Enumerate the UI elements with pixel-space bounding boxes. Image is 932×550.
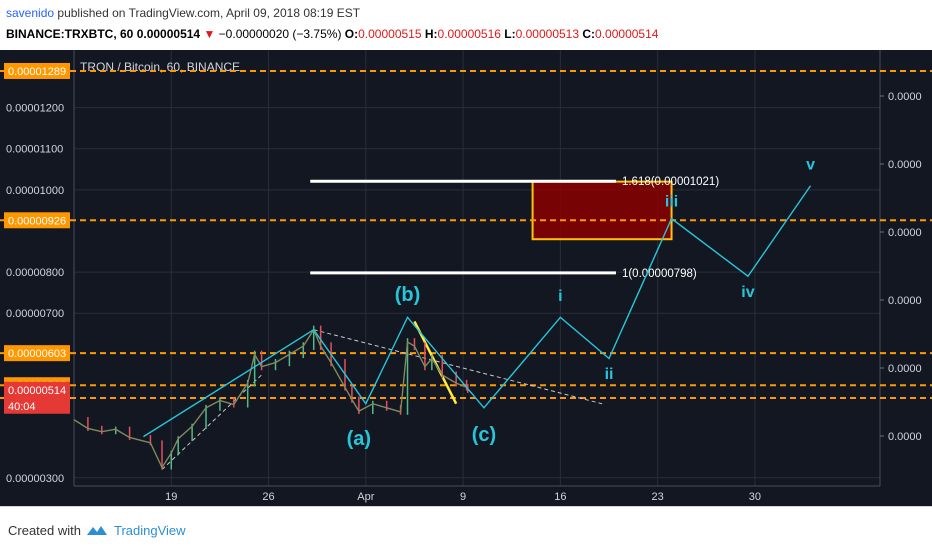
high-label: H:: [424, 27, 438, 41]
x-tick-label: 26: [262, 491, 274, 503]
x-tick-label: 9: [460, 491, 466, 503]
y-tick-label: 0.00000300: [6, 473, 64, 485]
down-arrow-icon: ▼: [203, 27, 216, 41]
level-price-label: 0.00001289: [8, 66, 66, 78]
high-value: 0.00000516: [437, 27, 501, 41]
close-value: 0.00000514: [595, 27, 659, 41]
y-tick-label: 0.00001200: [6, 103, 64, 115]
y-tick-label: 0.00000700: [6, 308, 64, 320]
created-with-text: Created with: [8, 523, 81, 538]
wave-label: iv: [741, 284, 754, 301]
right-axis-label: 0.0000: [888, 91, 922, 103]
wave-label: v: [806, 156, 815, 173]
level-price-tag: [4, 62, 70, 79]
trend-line-solid: [413, 320, 458, 405]
low-label: L:: [504, 27, 516, 41]
x-tick-label: 23: [652, 491, 664, 503]
last-price: 0.00000514: [136, 27, 201, 41]
chart-svg[interactable]: TRON / Bitcoin, 60, BINANCE1.618(0.00001…: [0, 50, 932, 506]
x-tick-label: Apr: [357, 491, 374, 503]
wave-label: (b): [395, 284, 421, 306]
y-tick-label: 0.00001000: [6, 185, 64, 197]
trend-line-dashed: [313, 329, 603, 405]
target-zone: [531, 180, 673, 241]
tradingview-brand-link[interactable]: TradingView: [114, 523, 186, 538]
fib-level-label: 1.618(0.00001021): [622, 176, 719, 188]
tradingview-cloud-icon: [87, 526, 107, 535]
symbol-name: BINANCE:TRXBTC, 60: [6, 27, 134, 41]
symbol-info: BINANCE:TRXBTC, 60 0.00000514 ▼ −0.00000…: [6, 27, 658, 41]
countdown-label: 40:04: [8, 401, 36, 413]
price-change: −0.00000020 (−3.75%): [218, 27, 342, 41]
level-price-label: 0.00000603: [8, 348, 66, 360]
price-chart[interactable]: TRON / Bitcoin, 60, BINANCE 1.618(0.00001…: [0, 50, 932, 506]
chart-background: [0, 50, 932, 506]
fib-level-label: 1(0.00000798): [622, 268, 697, 280]
right-axis-label: 0.0000: [888, 295, 922, 307]
wave-label: (a): [347, 428, 371, 450]
wave-label: (c): [472, 424, 496, 446]
y-tick-label: 0.00001100: [6, 144, 63, 156]
right-axis-label: 0.0000: [888, 431, 922, 443]
wave-projection-line: [143, 185, 812, 438]
wave-label: iii: [665, 193, 678, 210]
close-label: C:: [582, 27, 596, 41]
y-tick-label: 0.00000800: [6, 267, 64, 279]
x-tick-label: 30: [749, 491, 761, 503]
author-link[interactable]: savenido: [6, 6, 55, 20]
right-axis-label: 0.0000: [888, 159, 922, 171]
level-price-tag: [4, 212, 70, 229]
right-axis-label: 0.0000: [888, 363, 922, 375]
published-text: published on TradingView.com, April 09, …: [57, 6, 361, 20]
level-price-tag: [4, 345, 70, 362]
right-axis-label: 0.0000: [888, 227, 922, 239]
open-label: O:: [344, 27, 359, 41]
open-value: 0.00000515: [358, 27, 422, 41]
low-value: 0.00000513: [515, 27, 580, 41]
publish-info: savenido published on TradingView.com, A…: [6, 6, 360, 20]
price-series-line: [73, 328, 469, 469]
wave-label: ii: [605, 366, 614, 383]
last-price-label: 0.00000514: [8, 385, 66, 397]
chart-header: savenido published on TradingView.com, A…: [0, 0, 932, 50]
x-tick-label: 19: [165, 491, 177, 503]
wave-label: i: [558, 288, 562, 305]
last-price-tag: [4, 381, 70, 414]
level-price-label: 0.00000926: [8, 215, 66, 227]
footer: Created with TradingView: [0, 506, 932, 550]
x-tick-label: 16: [554, 491, 566, 503]
